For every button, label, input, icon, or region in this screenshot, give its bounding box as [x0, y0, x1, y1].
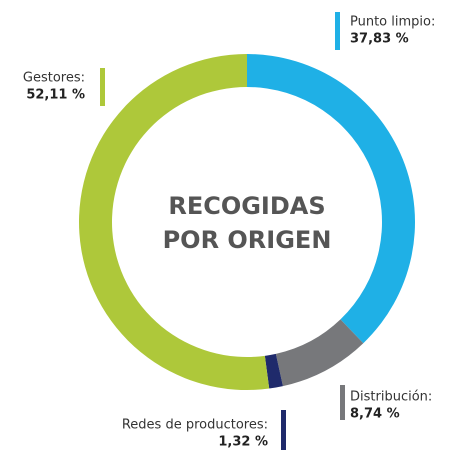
slice-label: Distribución:	[350, 390, 432, 405]
chart-title: RECOGIDAS	[168, 192, 325, 220]
donut-slice	[275, 319, 364, 387]
donut-slice	[247, 54, 416, 344]
slice-value: 1,32 %	[218, 435, 268, 450]
slice-label: Punto limpio:	[350, 15, 435, 30]
legend-swatch	[100, 68, 105, 106]
legend-swatch	[335, 12, 340, 50]
slice-label: Redes de productores:	[122, 418, 268, 433]
slice-value: 8,74 %	[350, 407, 400, 422]
legend-swatch	[281, 410, 286, 450]
slice-value: 37,83 %	[350, 32, 409, 47]
slice-label: Gestores:	[23, 71, 85, 86]
chart-title: POR ORIGEN	[163, 226, 332, 254]
legend-swatch	[340, 385, 345, 420]
donut-slice	[79, 53, 270, 390]
slice-value: 52,11 %	[26, 88, 85, 103]
donut-slice	[264, 353, 283, 389]
